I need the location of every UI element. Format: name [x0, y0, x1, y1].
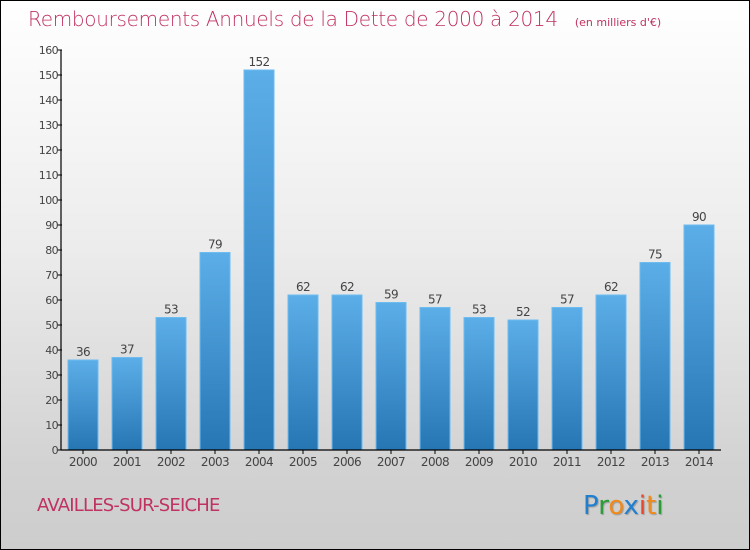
- value-label-2009: 53: [472, 303, 486, 317]
- x-tick-label-2001: 2001: [113, 455, 141, 469]
- bar-2007: [375, 302, 407, 451]
- x-tick-label-2013: 2013: [641, 455, 669, 469]
- x-tick-label-2002: 2002: [157, 455, 185, 469]
- bar-2011: [551, 307, 583, 451]
- value-label-2000: 36: [76, 345, 90, 359]
- y-tick-label-70: 70: [45, 269, 58, 282]
- y-tick-label-80: 80: [45, 244, 58, 257]
- x-tick-label-2007: 2007: [377, 455, 405, 469]
- logo-letter: P: [583, 491, 599, 521]
- logo-letter: x: [623, 491, 639, 521]
- chart-subtitle: (en milliers d'€): [574, 16, 662, 29]
- x-tick-label-2000: 2000: [69, 455, 97, 469]
- bar-2014: [683, 224, 715, 451]
- logo-letter: r: [598, 491, 609, 521]
- value-label-2006: 62: [340, 280, 354, 294]
- bar-2002: [155, 317, 187, 451]
- value-label-2013: 75: [648, 248, 662, 262]
- y-tick-label-30: 30: [45, 369, 58, 382]
- x-tick-label-2009: 2009: [465, 455, 493, 469]
- bar-2000: [67, 359, 99, 451]
- y-axis: 0 10 20 30 40 50 60 70 80 90 100 110 120 130 140 150 160: [39, 44, 62, 457]
- value-label-2005: 62: [296, 280, 310, 294]
- x-tick-label-2005: 2005: [289, 455, 317, 469]
- commune-name: AVAILLES-SUR-SEICHE: [37, 495, 220, 516]
- x-tick-label-2003: 2003: [201, 455, 229, 469]
- y-tick-label-160: 160: [39, 44, 59, 57]
- bar-2013: [639, 262, 671, 451]
- x-axis: 2000 2001 2002 2003 2004 2005 2006 2007 2008 2009…: [61, 449, 721, 469]
- x-tick-label-2014: 2014: [685, 455, 713, 469]
- value-label-2014: 90: [692, 210, 706, 224]
- bar-2009: [463, 317, 495, 451]
- logo-letter: i: [638, 491, 647, 521]
- bar-2012: [595, 294, 627, 451]
- proxiti-logo[interactable]: Proxiti: [583, 491, 664, 521]
- value-labels: 36 37 53 79 152 62 62 59 57 53 52 57 62 75 90: [76, 55, 707, 359]
- chart-title-block: Remboursements Annuels de la Dette de 20…: [28, 7, 661, 31]
- bar-2006: [331, 294, 363, 451]
- value-label-2008: 57: [428, 293, 442, 307]
- bar-2004: [243, 69, 275, 451]
- x-tick-label-2012: 2012: [597, 455, 625, 469]
- x-tick-label-2006: 2006: [333, 455, 361, 469]
- x-tick-label-2011: 2011: [553, 455, 581, 469]
- y-tick-label-10: 10: [45, 419, 58, 432]
- y-tick-label-40: 40: [45, 344, 58, 357]
- value-label-2011: 57: [560, 293, 574, 307]
- bars-group: [67, 69, 715, 451]
- y-tick-label-130: 130: [39, 119, 59, 132]
- value-label-2001: 37: [120, 343, 134, 357]
- logo-letter: i: [656, 491, 664, 521]
- y-tick-label-90: 90: [45, 219, 58, 232]
- x-tick-label-2004: 2004: [245, 455, 273, 469]
- value-label-2002: 53: [164, 303, 178, 317]
- bar-2008: [419, 307, 451, 451]
- y-tick-label-0: 0: [52, 444, 59, 457]
- y-tick-label-50: 50: [45, 319, 58, 332]
- value-label-2003: 79: [208, 238, 222, 252]
- x-tick-label-2010: 2010: [509, 455, 537, 469]
- x-tick-label-2008: 2008: [421, 455, 449, 469]
- y-tick-label-20: 20: [45, 394, 58, 407]
- bar-2005: [287, 294, 319, 451]
- logo-letter: o: [608, 491, 624, 521]
- y-tick-label-140: 140: [39, 94, 59, 107]
- bar-2010: [507, 319, 539, 451]
- y-tick-label-110: 110: [39, 169, 59, 182]
- value-label-2007: 59: [384, 288, 398, 302]
- bar-2001: [111, 357, 143, 451]
- value-label-2004: 152: [248, 55, 269, 69]
- bar-2003: [199, 252, 231, 451]
- logo-letter: t: [646, 491, 657, 521]
- value-label-2012: 62: [604, 280, 618, 294]
- chart-title: Remboursements Annuels de la Dette de 20…: [28, 7, 558, 31]
- y-tick-label-150: 150: [39, 69, 59, 82]
- y-tick-label-60: 60: [45, 294, 58, 307]
- value-label-2010: 52: [516, 305, 530, 319]
- y-tick-label-120: 120: [39, 144, 59, 157]
- y-tick-label-100: 100: [39, 194, 59, 207]
